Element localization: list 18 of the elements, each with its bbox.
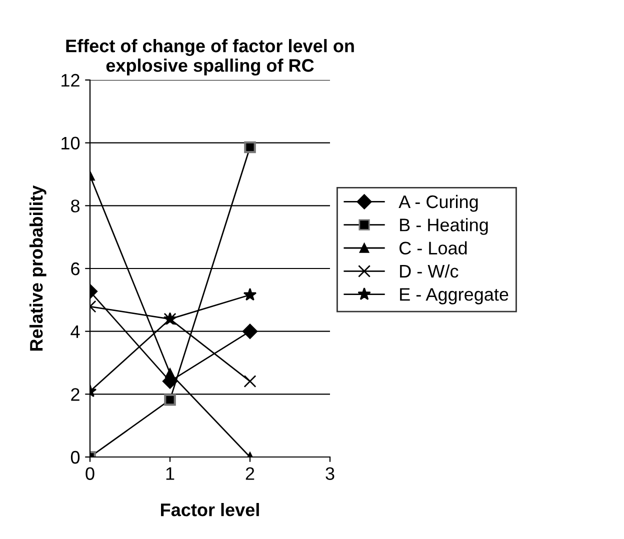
x-tick-label: 3 — [326, 467, 334, 480]
y-tick-label: 10 — [62, 136, 80, 150]
legend-label: B - Heating — [400, 218, 488, 235]
y-tick-label: 2 — [71, 388, 80, 401]
legend-label: D - W/c — [400, 264, 458, 278]
legend-label: E - Aggregate — [400, 288, 508, 304]
x-tick-label: 2 — [246, 467, 254, 480]
y-tick-label: 6 — [71, 262, 80, 276]
x-tick-label: 0 — [86, 467, 94, 480]
y-axis-title: Relative probability — [29, 185, 46, 351]
x-axis-title: Factor level — [161, 503, 259, 516]
y-tick-label: 4 — [70, 325, 80, 338]
x-tick-label: 1 — [166, 467, 174, 480]
y-tick-label: 0 — [70, 450, 80, 464]
legend-label: A - Curing — [398, 194, 478, 212]
legend-label: C - Load — [400, 241, 467, 254]
y-tick-label: 8 — [71, 200, 80, 212]
y-tick-label: 12 — [62, 74, 80, 87]
